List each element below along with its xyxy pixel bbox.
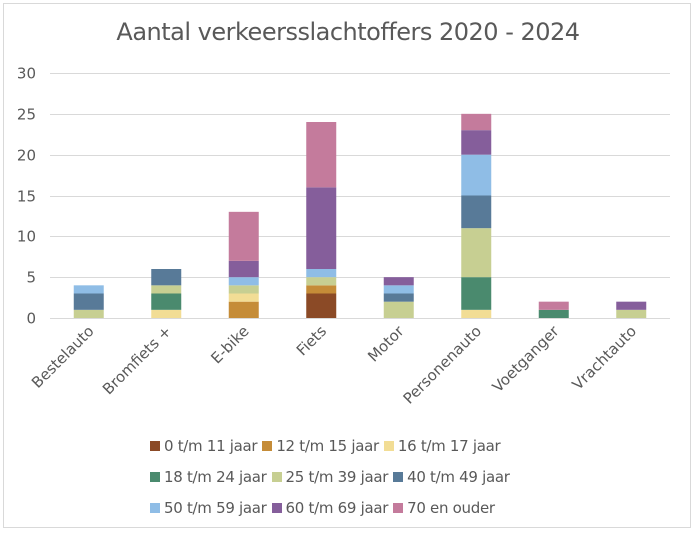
legend-label: 50 t/m 59 jaar	[164, 498, 267, 517]
legend-item: 40 t/m 49 jaar	[393, 468, 510, 486]
bar-segment	[73, 285, 104, 294]
bar-segment	[228, 211, 259, 261]
bar-segment	[383, 285, 414, 294]
legend: 0 t/m 11 jaar 12 t/m 15 jaar 16 t/m 17 jaa…	[150, 430, 550, 523]
y-tick-label: 30	[17, 65, 36, 83]
legend-label: 16 t/m 17 jaar	[397, 436, 501, 455]
bar-segment	[461, 309, 492, 318]
x-tick-label: Vrachtauto	[569, 322, 640, 393]
bar-segment	[306, 187, 337, 269]
legend-item: 0 t/m 11 jaar	[150, 436, 258, 455]
legend-swatch	[383, 440, 394, 451]
y-tick-label: 10	[17, 228, 36, 246]
legend-row: 0 t/m 11 jaar 12 t/m 15 jaar 16 t/m 17 jaa…	[150, 430, 550, 461]
legend-swatch	[393, 471, 404, 482]
y-tick-label: 15	[17, 188, 36, 206]
legend-label: 40 t/m 49 jaar	[407, 467, 510, 486]
legend-label: 70 en ouder	[407, 498, 495, 517]
bar-segment	[383, 277, 414, 286]
chart-title: Aantal verkeersslachtoffers 2020 - 2024	[116, 18, 580, 46]
gridlines	[50, 73, 670, 319]
bar-segment	[228, 277, 259, 286]
bars	[73, 113, 647, 318]
bar-segment	[228, 301, 259, 318]
legend-swatch	[150, 471, 160, 482]
y-tick-label: 25	[17, 106, 36, 124]
bar-segment	[228, 293, 259, 302]
bar-segment	[151, 309, 182, 318]
x-tick-label: E-bike	[207, 322, 252, 367]
legend-item: 60 t/m 69 jaar	[271, 498, 389, 517]
x-tick-label: Motor	[364, 322, 408, 366]
bar-segment	[73, 309, 104, 318]
bar-segment	[383, 301, 414, 318]
y-tick-label: 20	[17, 147, 36, 165]
bar-segment	[306, 277, 337, 286]
legend-row: 50 t/m 59 jaar 60 t/m 69 jaar 70 en ouder	[150, 492, 550, 523]
bar-segment	[461, 113, 492, 131]
bar-segment	[461, 228, 492, 278]
bar-segment	[306, 269, 337, 278]
x-tick-label: Bromfiets +	[99, 322, 175, 398]
legend-item: 50 t/m 59 jaar	[150, 499, 267, 517]
bar-segment	[306, 293, 337, 318]
legend-swatch	[271, 502, 282, 513]
bar-segment	[616, 301, 647, 310]
bar-segment	[616, 309, 647, 318]
legend-item: 70 en ouder	[393, 499, 495, 517]
legend-swatch	[262, 440, 273, 451]
bar-segment	[151, 285, 182, 294]
bar-segment	[73, 293, 104, 310]
bar-segment	[538, 301, 569, 310]
legend-label: 25 t/m 39 jaar	[285, 467, 389, 486]
y-axis-labels: 0 5 10 15 20 25 30	[17, 65, 36, 328]
x-tick-label: Fiets	[293, 322, 330, 359]
y-tick-label: 0	[26, 310, 36, 328]
bar-segment	[306, 285, 337, 294]
bar-segment	[538, 309, 569, 318]
bar-segment	[461, 195, 492, 229]
bar-segment	[151, 293, 182, 310]
x-axis-labels: Bestelauto Bromfiets + E-bike Fiets MotorPer…	[28, 322, 640, 408]
bar-segment	[306, 122, 337, 188]
x-tick-label: Personenauto	[400, 322, 485, 407]
bar-segment	[383, 293, 414, 302]
legend-item: 12 t/m 15 jaar	[262, 437, 379, 455]
legend-swatch	[271, 471, 282, 482]
legend-swatch	[150, 502, 160, 513]
x-tick-label: Voetganger	[489, 322, 563, 396]
legend-item: 25 t/m 39 jaar	[271, 467, 389, 486]
bar-segment	[461, 130, 492, 155]
legend-label: 0 t/m 11 jaar	[164, 436, 258, 455]
y-tick-label: 5	[26, 269, 36, 287]
bar-segment	[461, 154, 492, 196]
legend-swatch	[150, 440, 160, 451]
legend-row: 18 t/m 24 jaar 25 t/m 39 jaar 40 t/m 49 ja…	[150, 461, 550, 492]
legend-item: 16 t/m 17 jaar	[383, 436, 501, 455]
legend-item: 18 t/m 24 jaar	[150, 468, 267, 486]
chart-area	[3, 3, 691, 528]
bar-segment	[228, 285, 259, 294]
bar-segment	[228, 260, 259, 278]
legend-label: 18 t/m 24 jaar	[164, 467, 267, 486]
legend-swatch	[393, 502, 404, 513]
x-tick-label: Bestelauto	[28, 322, 98, 392]
legend-label: 60 t/m 69 jaar	[285, 498, 389, 517]
bar-segment	[151, 269, 182, 286]
legend-label: 12 t/m 15 jaar	[276, 436, 379, 455]
bar-segment	[461, 277, 492, 310]
